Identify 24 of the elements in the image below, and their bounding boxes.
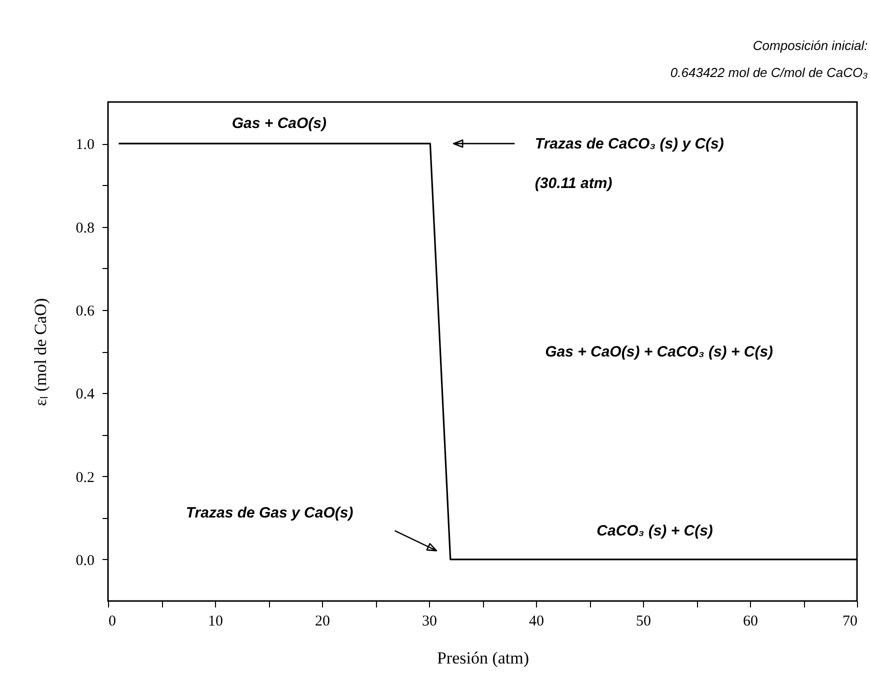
annotation: Trazas de CaCO₃ (s) y C(s) bbox=[534, 136, 724, 153]
annotation: (30.11 atm) bbox=[534, 175, 612, 192]
chart-subtitle: 0.643422 mol de C/mol de CaCO₃ bbox=[670, 65, 868, 80]
x-tick-label: 70 bbox=[842, 614, 858, 630]
x-tick-label: 30 bbox=[422, 614, 437, 630]
y-tick-label: 1.0 bbox=[76, 137, 94, 154]
x-tick-label: 60 bbox=[743, 614, 758, 630]
x-axis-title: Presión (atm) bbox=[436, 648, 530, 668]
x-tick-label: 20 bbox=[315, 614, 330, 630]
y-tick-label: 0.2 bbox=[76, 470, 94, 486]
y-tick-label: 0.6 bbox=[76, 303, 95, 320]
annotation: CaCO₃ (s) + C(s) bbox=[596, 522, 713, 540]
x-tick-label: 40 bbox=[529, 614, 544, 630]
x-tick-label: 50 bbox=[636, 614, 651, 630]
x-tick-label: 0 bbox=[108, 614, 116, 630]
y-tick-label: 0.4 bbox=[76, 386, 95, 403]
y-axis-title: εₗ (mol de CaO) bbox=[30, 298, 50, 406]
y-tick-label: 0.8 bbox=[76, 220, 94, 236]
x-tick-label: 10 bbox=[208, 614, 223, 630]
annotation: Gas + CaO(s) bbox=[232, 114, 327, 132]
annotation: Trazas de Gas y CaO(s) bbox=[186, 504, 354, 522]
annotation: Gas + CaO(s) + CaCO₃ (s) + C(s) bbox=[545, 344, 774, 360]
chart-title: Composición inicial: bbox=[752, 38, 868, 53]
y-tick-label: 0.0 bbox=[76, 552, 94, 569]
